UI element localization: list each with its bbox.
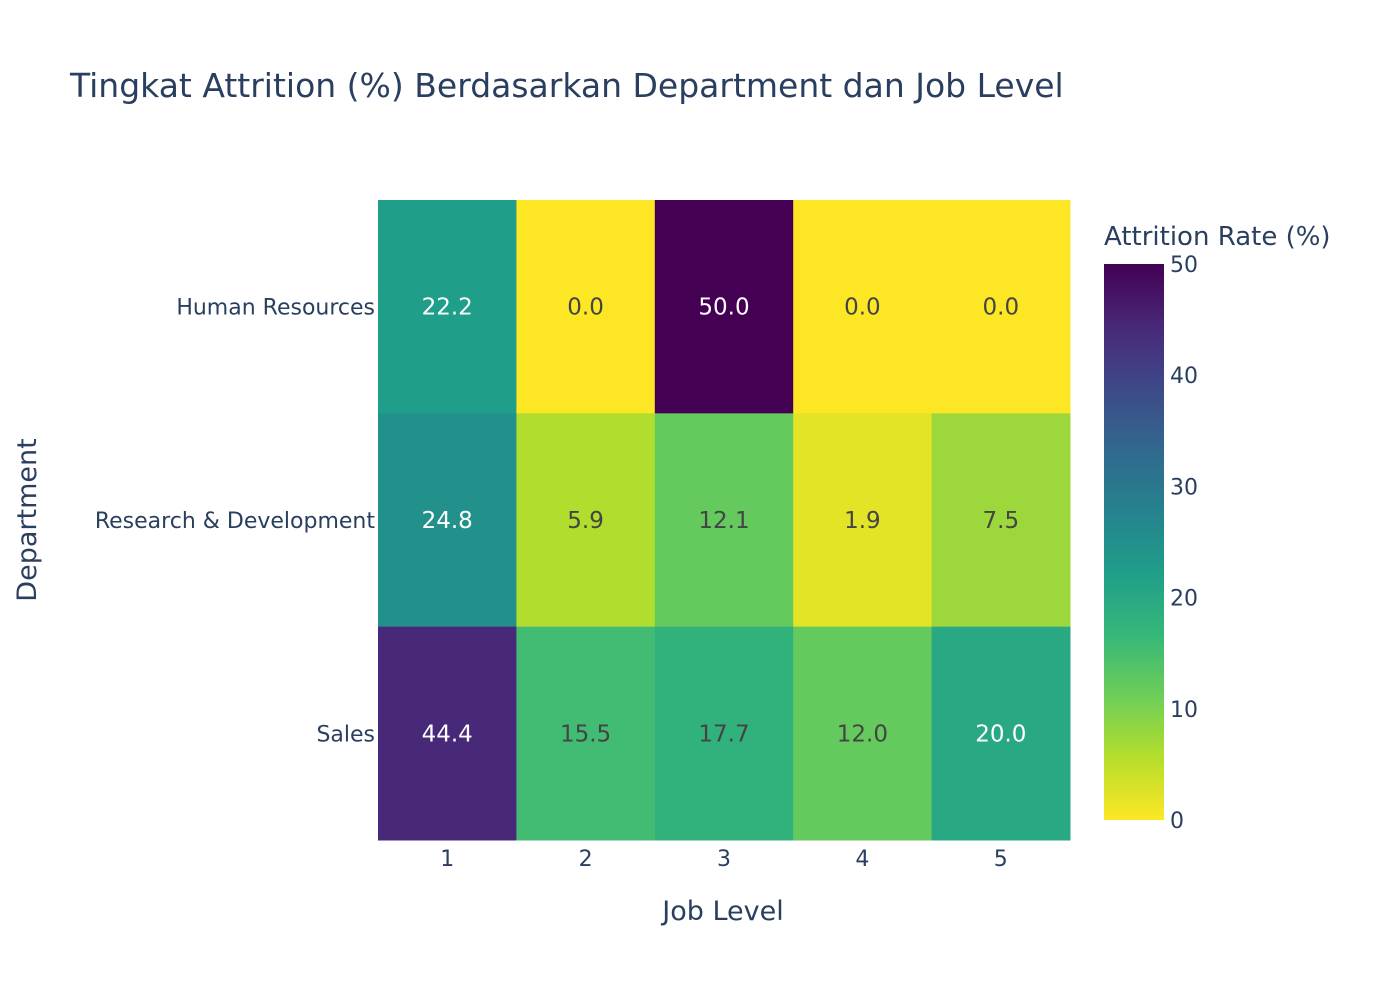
cell-value-label: 12.1 xyxy=(698,508,749,534)
y-tick-label: Sales xyxy=(316,722,375,747)
colorbar-tick-labels: 0 10 20 30 40 50 xyxy=(1170,253,1198,834)
heatmap-cell xyxy=(654,200,794,414)
heatmap-cell xyxy=(931,200,1071,414)
cell-value-label: 15.5 xyxy=(560,721,611,747)
cell-value-label: 50.0 xyxy=(698,295,749,321)
x-tick-label: 2 xyxy=(579,847,593,872)
cell-value-label: 12.0 xyxy=(837,721,888,747)
y-tick-labels: Human Resources Research & Development Sal… xyxy=(95,296,376,748)
heatmap-cell xyxy=(654,413,794,628)
heatmap-cell xyxy=(931,626,1071,841)
cell-value-label: 0.0 xyxy=(844,295,881,321)
cell-value-label: 5.9 xyxy=(567,508,604,534)
y-tick-label: Research & Development xyxy=(95,509,376,534)
cell-value-label: 17.7 xyxy=(698,721,749,747)
x-axis-title: Job Level xyxy=(660,896,783,927)
x-tick-label: 1 xyxy=(440,847,454,872)
cell-value-label: 0.0 xyxy=(983,295,1020,321)
y-axis-title: Department xyxy=(12,438,43,601)
heatmap-cell xyxy=(378,413,517,628)
colorbar-tick-label: 0 xyxy=(1170,809,1184,834)
colorbar-tick-label: 20 xyxy=(1170,587,1198,612)
heatmap-cell xyxy=(516,200,656,414)
cell-value-label: 24.8 xyxy=(422,508,473,534)
heatmap-cell xyxy=(793,200,933,414)
x-tick-label: 3 xyxy=(717,847,731,872)
heatmap-cell xyxy=(793,413,933,628)
cell-value-label: 0.0 xyxy=(567,295,604,321)
cell-value-label: 22.2 xyxy=(422,295,473,321)
chart-title: Tingkat Attrition (%) Berdasarkan Depart… xyxy=(70,66,1064,105)
cell-value-label: 7.5 xyxy=(983,508,1020,534)
colorbar-title: Attrition Rate (%) xyxy=(1104,222,1331,252)
colorbar: Attrition Rate (%) 0 10 20 30 40 50 xyxy=(1104,222,1331,834)
heatmap-cells: 22.2 0.0 50.0 0.0 0.0 24.8 5.9 12.1 1.9 7.5 44.4 15… xyxy=(378,200,1071,841)
x-tick-labels: 1 2 3 4 5 xyxy=(440,847,1008,872)
heatmap-cell xyxy=(516,626,656,841)
colorbar-tick-label: 50 xyxy=(1170,253,1198,278)
x-tick-label: 4 xyxy=(855,847,869,872)
cell-value-label: 1.9 xyxy=(844,508,881,534)
heatmap-cell xyxy=(378,626,517,841)
cell-value-label: 20.0 xyxy=(975,721,1026,747)
colorbar-gradient xyxy=(1104,264,1164,820)
colorbar-tick-label: 40 xyxy=(1170,364,1198,389)
colorbar-tick-label: 30 xyxy=(1170,475,1198,500)
heatmap-cell xyxy=(378,200,517,414)
heatmap-cell xyxy=(516,413,656,628)
heatmap-cell xyxy=(793,626,933,841)
heatmap-cell xyxy=(654,626,794,841)
cell-value-label: 44.4 xyxy=(422,721,473,747)
heatmap-cell xyxy=(931,413,1071,628)
x-tick-label: 5 xyxy=(994,847,1008,872)
colorbar-tick-label: 10 xyxy=(1170,698,1198,723)
y-tick-label: Human Resources xyxy=(176,296,375,321)
